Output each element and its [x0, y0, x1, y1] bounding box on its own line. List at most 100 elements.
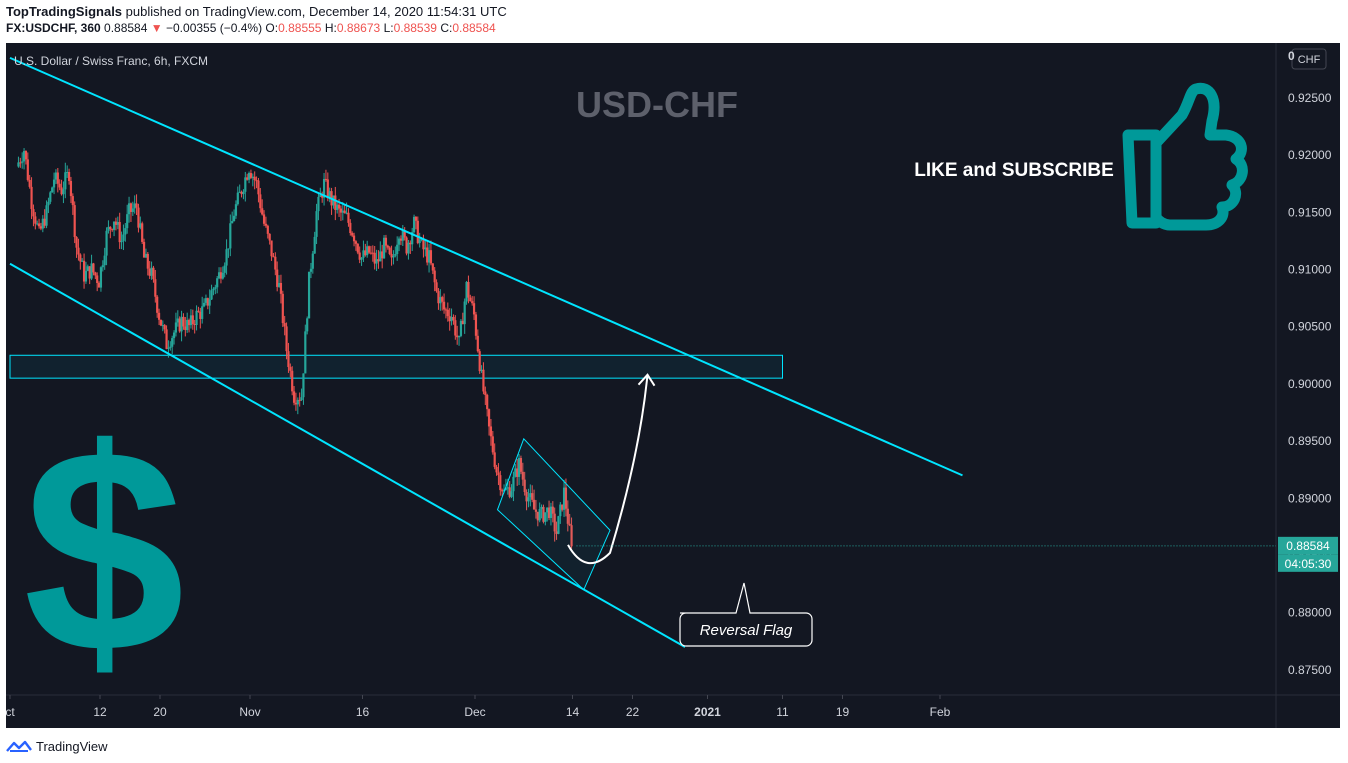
candle	[202, 298, 206, 308]
candle-body	[41, 218, 44, 229]
candle	[94, 271, 97, 280]
candle-body	[510, 491, 513, 497]
candle-body	[266, 225, 269, 234]
price-tick-label: 0.91500	[1288, 205, 1332, 219]
candle	[373, 245, 376, 270]
candle	[411, 227, 414, 252]
candle	[482, 362, 485, 395]
candle-body	[268, 233, 271, 241]
candle-body	[231, 221, 234, 224]
candle-body	[547, 507, 551, 518]
candle	[452, 314, 455, 325]
footer-brand[interactable]: TradingView	[36, 738, 108, 754]
candle-body	[109, 226, 112, 230]
candle	[56, 167, 59, 193]
candle	[349, 219, 352, 236]
ohlc-header: FX:USDCHF, 360 0.88584 ▼ −0.00355 (−0.4%…	[6, 21, 496, 35]
candle	[217, 267, 221, 280]
candle	[304, 324, 307, 374]
candle-body	[396, 244, 399, 255]
candle	[388, 246, 391, 256]
candle-body	[289, 367, 292, 371]
candle	[30, 177, 33, 220]
candle-body	[279, 282, 283, 294]
candle-body	[564, 487, 568, 509]
candle	[90, 254, 93, 281]
candle	[36, 220, 39, 226]
candle	[169, 341, 172, 351]
candle-body	[133, 203, 136, 209]
candle	[486, 393, 489, 417]
candle	[540, 504, 543, 519]
candle	[34, 212, 37, 230]
price-axis[interactable]: 0.92500 0.92000 0.91500 0.91000 0.90500 0.900…	[1288, 91, 1332, 677]
candle	[397, 236, 401, 252]
time-axis[interactable]: ct 12 20 Nov 16 Dec 14 22 2021 11 19 Feb	[6, 695, 951, 719]
time-tick-label: Dec	[464, 705, 485, 719]
candle	[221, 266, 224, 280]
candle	[429, 240, 433, 266]
candle	[306, 316, 309, 335]
candle-body	[212, 288, 215, 291]
candle-body	[461, 320, 464, 325]
candle-body	[176, 318, 179, 323]
candle-body	[208, 299, 211, 306]
candle-body	[403, 230, 406, 238]
price-chart[interactable]: U.S. Dollar / Swiss Franc, 6h, FXCM USD-…	[6, 43, 1340, 728]
currency-badge-frame[interactable]	[1291, 48, 1327, 70]
candle	[84, 261, 88, 284]
candle	[394, 246, 397, 258]
candle	[489, 419, 493, 446]
candle-body	[444, 309, 448, 311]
candle	[231, 211, 234, 224]
candle	[171, 335, 174, 355]
currency-badge[interactable]: CHF	[1298, 54, 1321, 66]
candle	[82, 253, 86, 289]
author-name[interactable]: TopTradingSignals	[6, 4, 123, 19]
candle-body	[476, 335, 479, 352]
candle	[302, 373, 305, 405]
candle-body	[120, 240, 123, 243]
candle	[529, 484, 532, 507]
candle-body	[546, 507, 549, 513]
candle-body	[184, 326, 187, 331]
candle-body	[187, 319, 191, 326]
candle-body	[66, 172, 69, 174]
candle-body	[514, 468, 517, 477]
candle	[81, 258, 84, 262]
candle	[251, 173, 254, 187]
candle	[536, 511, 539, 527]
candle	[191, 309, 194, 330]
candle-body	[459, 320, 463, 336]
candle	[557, 515, 560, 535]
candle-body	[472, 303, 476, 315]
candle	[493, 443, 496, 470]
candle-body	[216, 278, 219, 288]
candle	[465, 280, 468, 305]
candle-body	[64, 172, 67, 190]
candle-body	[397, 238, 401, 245]
candle	[307, 271, 311, 319]
candle	[22, 148, 26, 170]
candle-body	[214, 287, 217, 289]
candle-body	[118, 222, 121, 243]
candle	[414, 216, 418, 230]
tradingview-logo-icon[interactable]	[6, 739, 32, 753]
candle-body	[161, 325, 164, 327]
candle-body	[157, 312, 161, 320]
candle	[58, 179, 61, 191]
reversal-label: Reversal Flag	[700, 622, 793, 639]
candle-body	[334, 195, 337, 210]
candle-body	[159, 319, 163, 326]
candle	[476, 329, 479, 353]
candle-body	[142, 241, 146, 258]
candle	[386, 244, 389, 250]
candle	[99, 266, 103, 292]
candle-body	[435, 282, 438, 292]
candle	[124, 223, 127, 242]
candle-body	[394, 254, 397, 256]
candle	[424, 239, 427, 257]
candle	[210, 284, 213, 300]
candle	[137, 203, 140, 233]
candle-body	[139, 223, 142, 228]
